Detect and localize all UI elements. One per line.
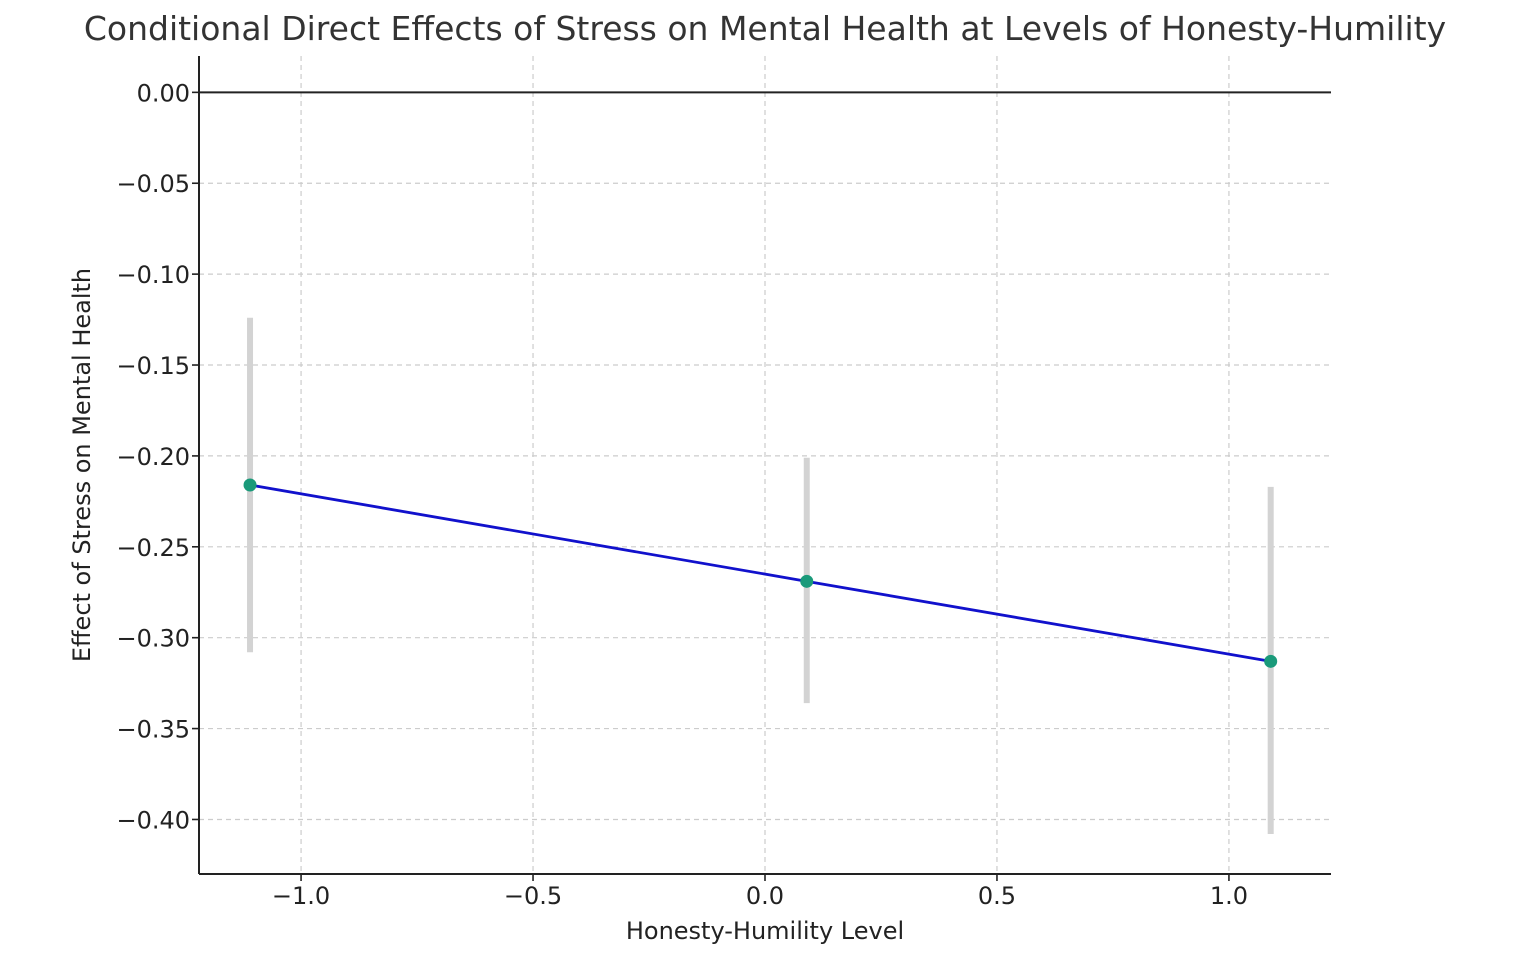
y-tick-label: −0.35 (116, 716, 190, 744)
y-tick-label: −0.20 (116, 443, 190, 471)
data-point (1264, 654, 1278, 668)
effect-line-group (249, 483, 1271, 663)
y-tick-label: 0.00 (137, 79, 190, 107)
x-tick-label: −1.0 (272, 882, 330, 910)
x-tick-label: 0.0 (746, 882, 784, 910)
effect-line (249, 483, 1271, 663)
x-tick-label: 1.0 (1210, 882, 1248, 910)
y-tick-label: −0.40 (116, 806, 190, 834)
chart-title: Conditional Direct Effects of Stress on … (84, 9, 1446, 48)
y-tick-label: −0.05 (116, 170, 190, 198)
x-tick-label: −0.5 (504, 882, 562, 910)
y-ticks: 0.00 −0.05 −0.10 −0.15 −0.20 −0.25 −0.30 −0.35 −… (116, 79, 199, 834)
data-point (243, 478, 257, 492)
y-tick-label: −0.25 (116, 534, 190, 562)
data-points (243, 478, 1278, 668)
y-tick-label: −0.10 (116, 261, 190, 289)
y-tick-label: −0.30 (116, 625, 190, 653)
error-bars (247, 317, 1274, 835)
x-tick-label: 0.5 (978, 882, 1016, 910)
data-point (800, 574, 814, 588)
y-tick-label: −0.15 (116, 352, 190, 380)
y-axis-label: Effect of Stress on Mental Health (68, 268, 96, 662)
x-ticks: −1.0 −0.5 0.0 0.5 1.0 (272, 874, 1248, 910)
x-axis-label: Honesty-Humility Level (626, 917, 904, 945)
grid-lines (199, 56, 1331, 874)
